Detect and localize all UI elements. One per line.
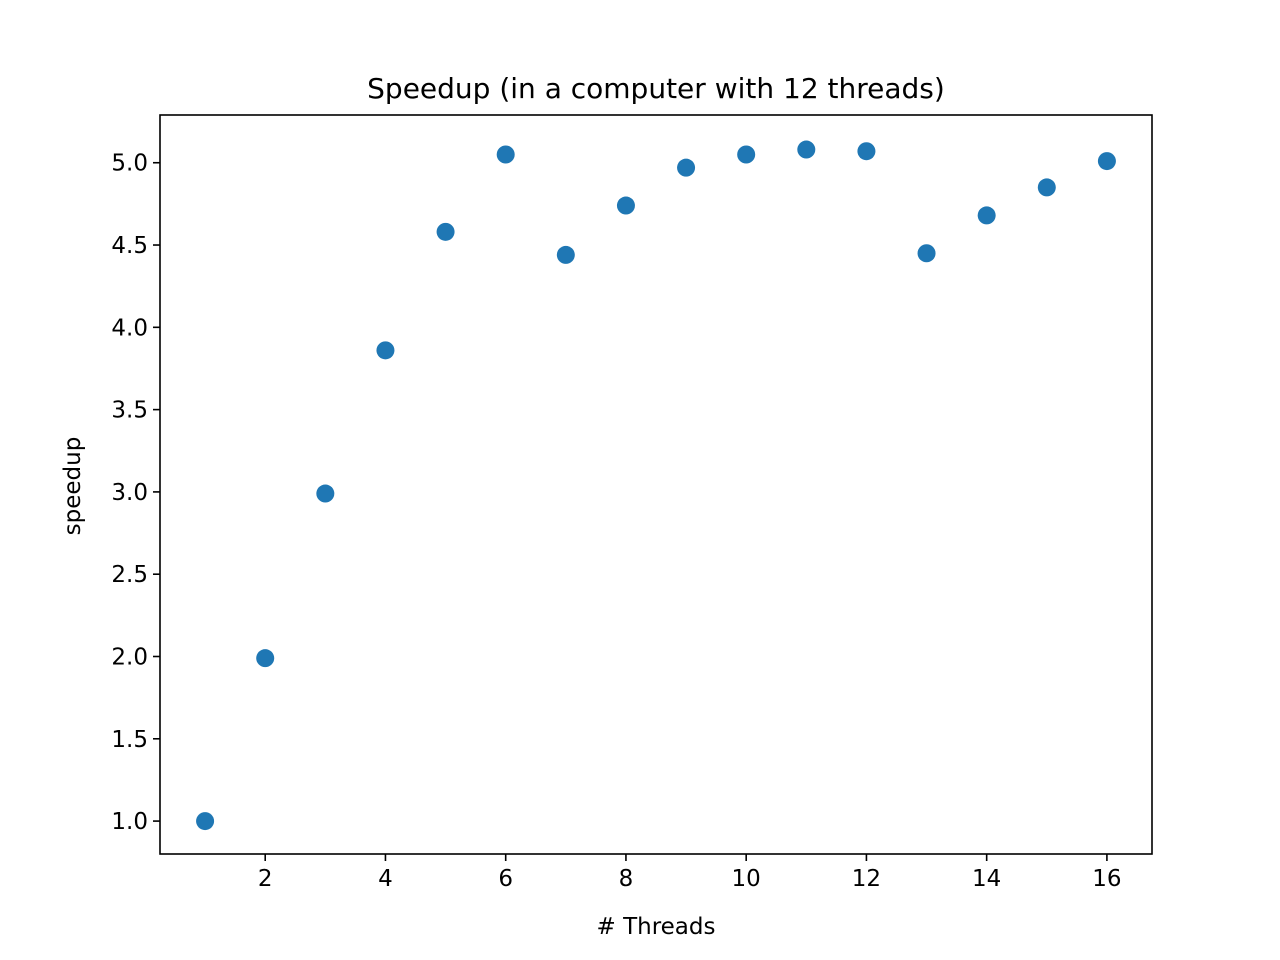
data-point [376,341,395,360]
data-point [797,140,816,159]
y-tick-label: 1.5 [111,727,148,753]
y-axis-ticks: 1.0 1.5 2.0 2.5 3.0 3.5 4.0 4.5 5.0 [111,151,160,835]
y-tick-label: 5.0 [111,151,148,177]
y-tick-label: 3.0 [111,480,148,506]
plot-frame [159,114,1153,855]
data-point [256,649,275,668]
x-tick-label: 4 [378,866,393,892]
points-layer [196,140,1116,831]
y-tick-label: 2.5 [111,562,148,588]
data-point [677,158,696,177]
data-point [616,196,635,215]
x-tick-label: 14 [972,866,1001,892]
data-point [917,244,936,263]
data-point [1097,152,1116,171]
data-point [556,245,575,264]
x-axis-ticks: 2 4 6 8 10 12 14 16 [258,854,1122,892]
data-point [1037,178,1056,197]
y-tick-label: 2.0 [111,644,148,670]
data-point [196,812,215,831]
y-tick-label: 4.5 [111,233,148,259]
x-tick-label: 2 [258,866,273,892]
y-tick-label: 4.0 [111,315,148,341]
x-tick-label: 12 [852,866,881,892]
y-axis-label: speedup [60,437,86,536]
data-point [977,206,996,225]
x-tick-label: 10 [732,866,761,892]
y-tick-label: 1.0 [111,809,148,835]
y-tick-label: 3.5 [111,398,148,424]
data-point [496,145,515,164]
data-point [436,222,455,241]
chart-title: Speedup (in a computer with 12 threads) [367,72,945,105]
x-tick-label: 8 [619,866,634,892]
x-axis-label: # Threads [597,914,716,940]
data-point [316,484,335,503]
x-tick-label: 6 [498,866,513,892]
x-tick-label: 16 [1092,866,1121,892]
data-point [737,145,756,164]
data-point [857,142,876,161]
